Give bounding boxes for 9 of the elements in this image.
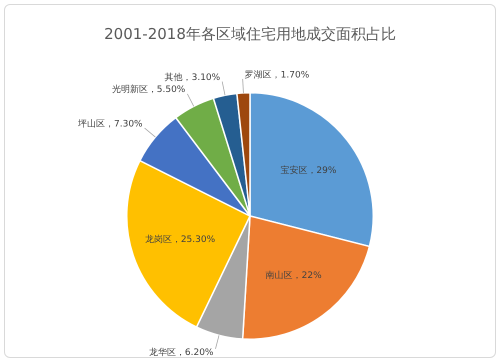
- slice-label: 南山区，22%: [266, 270, 322, 282]
- slice-label: 其他，3.10%: [164, 72, 221, 83]
- slice-label: 龙华区，6.20%: [148, 347, 214, 358]
- slice-label: 龙岗区，25.30%: [144, 234, 216, 246]
- slice-label: 光明新区，5.50%: [112, 84, 186, 96]
- slice-label: 坪山区，7.30%: [77, 118, 144, 130]
- chart-title: 2001-2018年各区域住宅用地成交面积占比: [104, 24, 396, 43]
- slice-label: 宝安区，29%: [280, 164, 337, 176]
- slice-label: 罗湖区，1.70%: [244, 69, 310, 80]
